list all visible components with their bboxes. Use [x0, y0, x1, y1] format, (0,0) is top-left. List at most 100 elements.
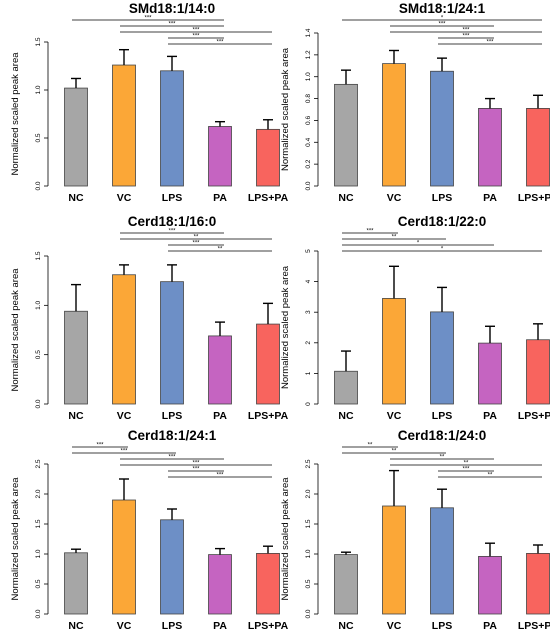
significance-label: ** — [368, 443, 373, 449]
y-tick-label: 0.2 — [305, 159, 312, 168]
y-tick-label: 2.0 — [305, 489, 312, 498]
x-tick-label: VC — [387, 620, 402, 632]
y-tick-label: 1.2 — [305, 50, 312, 59]
bar-nc — [334, 554, 358, 615]
bar-vc — [112, 499, 136, 615]
x-tick-label: PA — [483, 620, 497, 632]
bar-nc — [64, 552, 88, 615]
significance-label: *** — [120, 449, 128, 455]
bar-vc — [382, 63, 406, 187]
x-tick-label: NC — [338, 410, 354, 422]
significance-label: *** — [192, 461, 200, 467]
y-tick-label: 0.0 — [35, 181, 42, 190]
x-tick-label: PA — [483, 192, 497, 204]
bar-nc — [334, 83, 358, 187]
x-tick-label: VC — [117, 620, 132, 632]
significance-label: ** — [464, 461, 469, 467]
bar-nc — [334, 370, 358, 405]
y-tick-label: 2 — [305, 341, 312, 345]
significance-label: *** — [462, 28, 470, 34]
significance-label: ** — [218, 247, 223, 253]
bar-vc — [382, 505, 406, 615]
bar-pa — [478, 556, 502, 615]
bar-nc — [64, 310, 88, 405]
significance-label: *** — [486, 40, 494, 46]
chart-panel-4: Cerd18:1/22:0 Normalized scaled peak area… — [280, 214, 550, 422]
chart-panel-3: Cerd18:1/16:0 Normalized scaled peak area… — [10, 214, 289, 422]
bar-lps — [430, 311, 454, 405]
x-tick-label: LPS — [162, 410, 182, 422]
y-tick-label: 0.5 — [35, 133, 42, 142]
bar-pa — [478, 108, 502, 187]
x-tick-label: VC — [117, 192, 132, 204]
significance-label: *** — [216, 40, 224, 46]
significance-label: *** — [462, 467, 470, 473]
x-tick-label: PA — [483, 410, 497, 422]
y-axis-label: Normalized scaled peak area — [10, 477, 21, 601]
y-tick-label: 0.5 — [35, 350, 42, 359]
significance-label: *** — [192, 241, 200, 247]
x-tick-label: VC — [117, 410, 132, 422]
x-tick-label: LPS — [432, 620, 452, 632]
significance-label: ** — [488, 473, 493, 479]
chart-title: SMd18:1/14:0 — [129, 1, 215, 16]
chart-panel-2: SMd18:1/24:1 Normalized scaled peak area 0… — [280, 1, 550, 204]
y-tick-label: 1.5 — [35, 519, 42, 528]
y-tick-label: 1 — [305, 371, 312, 375]
significance-label: ** — [440, 455, 445, 461]
y-tick-label: 0.0 — [305, 609, 312, 618]
bar-lps — [160, 70, 184, 187]
y-tick-label: 1.4 — [305, 28, 312, 37]
y-axis-label: Normalized scaled peak area — [280, 265, 291, 389]
significance-label: *** — [192, 34, 200, 40]
x-tick-label: PA — [213, 410, 227, 422]
y-tick-label: 0.0 — [35, 609, 42, 618]
bar-pa — [208, 126, 232, 187]
x-tick-label: LPS+PA — [518, 192, 550, 204]
bar-lps-pa — [526, 108, 550, 187]
bar-pa — [208, 335, 232, 405]
bar-pa — [478, 342, 502, 405]
x-tick-label: LPS+PA — [248, 410, 289, 422]
x-tick-label: LPS+PA — [518, 410, 550, 422]
y-tick-label: 0.6 — [305, 116, 312, 125]
significance-label: ** — [392, 235, 397, 241]
x-tick-label: PA — [213, 192, 227, 204]
y-axis-label: Normalized scaled peak area — [10, 268, 21, 392]
bar-lps — [160, 519, 184, 615]
x-tick-label: LPS — [432, 410, 452, 422]
y-tick-label: 3 — [305, 310, 312, 314]
significance-label: *** — [168, 455, 176, 461]
significance-label: *** — [366, 229, 374, 235]
bar-lps — [160, 281, 184, 405]
bar-pa — [208, 554, 232, 615]
chart-panel-1: SMd18:1/14:0 Normalized scaled peak area 0… — [10, 1, 289, 204]
y-tick-label: 0.0 — [305, 181, 312, 190]
x-tick-label: LPS — [432, 192, 452, 204]
x-tick-label: NC — [68, 410, 84, 422]
significance-label: ** — [392, 449, 397, 455]
y-tick-label: 0.5 — [35, 579, 42, 588]
significance-label: * — [417, 241, 420, 247]
bar-vc — [112, 64, 136, 187]
chart-title: Cerd18:1/16:0 — [128, 214, 217, 229]
y-tick-label: 1.5 — [305, 519, 312, 528]
bar-vc — [382, 298, 406, 405]
chart-title: Cerd18:1/24:1 — [128, 428, 217, 443]
y-tick-label: 0.4 — [305, 137, 312, 146]
x-tick-label: NC — [68, 192, 84, 204]
x-tick-label: LPS+PA — [248, 620, 289, 632]
y-tick-label: 0.8 — [305, 94, 312, 103]
x-tick-label: NC — [68, 620, 84, 632]
significance-label: *** — [96, 443, 104, 449]
x-tick-label: NC — [338, 192, 354, 204]
y-tick-label: 1.0 — [35, 85, 42, 94]
chart-title: SMd18:1/24:1 — [399, 1, 486, 16]
x-tick-label: LPS — [162, 192, 182, 204]
bar-lps-pa — [256, 323, 280, 405]
y-tick-label: 0.5 — [305, 579, 312, 588]
y-tick-label: 1.5 — [35, 251, 42, 260]
y-tick-label: 0.0 — [35, 399, 42, 408]
x-tick-label: VC — [387, 192, 402, 204]
bar-lps — [430, 507, 454, 615]
